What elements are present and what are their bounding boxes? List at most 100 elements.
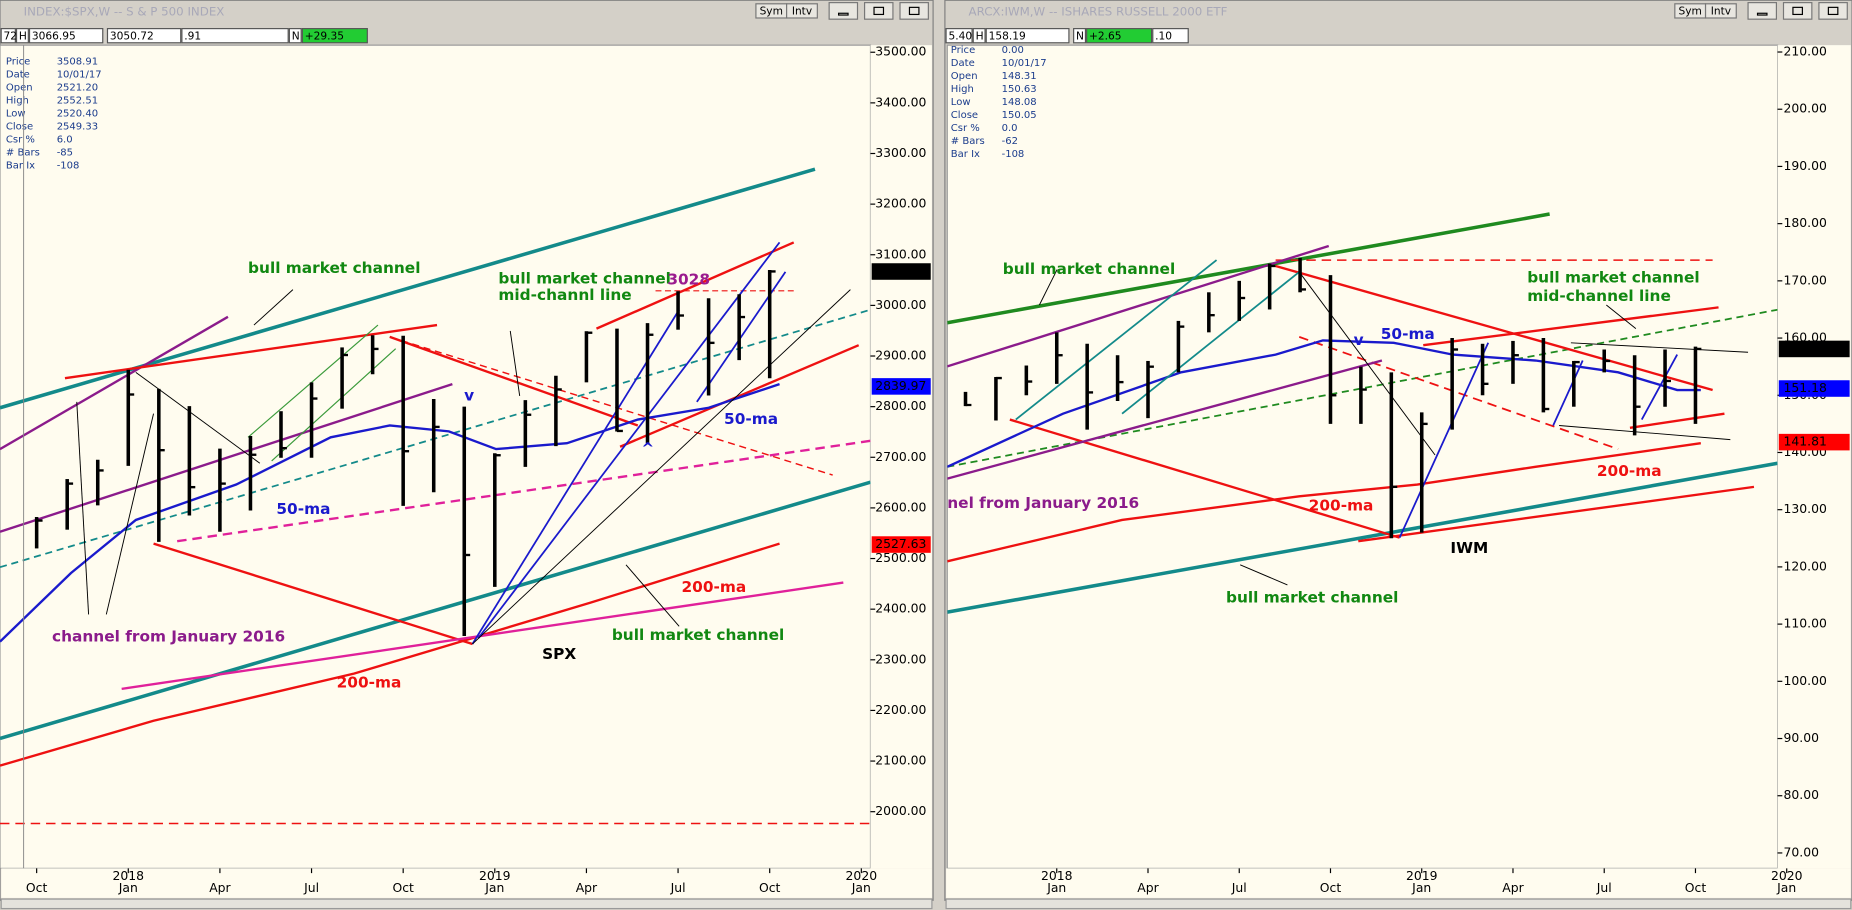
window-control-glyph: [1756, 12, 1768, 16]
trend-line: [471, 309, 680, 645]
toolbar-field: [1152, 28, 1189, 44]
trend-line: [153, 542, 473, 646]
toolbar-field: [972, 28, 986, 44]
info-value: -62: [1002, 136, 1018, 147]
info-label: Close: [951, 110, 978, 121]
toolbar-field: [15, 28, 29, 44]
x-tick-label: Jul: [1231, 880, 1247, 895]
window-control-glyph: [873, 6, 885, 16]
x-tick-label: Apr: [1137, 880, 1159, 895]
info-label: Price: [6, 57, 30, 68]
x-tick-label: Apr: [209, 880, 231, 895]
price-marker-label: 151.18: [1783, 380, 1826, 395]
info-value: 6.0: [57, 135, 73, 146]
year-label: 2019: [1406, 868, 1438, 883]
trend-line: [1358, 485, 1755, 543]
window-control[interactable]: [1782, 2, 1813, 20]
info-value: 3508.91: [57, 57, 98, 68]
annotation: bull market channel: [1003, 260, 1175, 278]
window-control[interactable]: [863, 2, 894, 20]
y-tick-label: 180.00: [1783, 215, 1826, 230]
trend-line: [135, 371, 261, 464]
trend-line: [1552, 360, 1584, 426]
trend-line: [1038, 269, 1058, 306]
toolbar-button[interactable]: [786, 3, 818, 19]
toolbar-field: [28, 28, 104, 44]
window-control[interactable]: [828, 2, 859, 20]
toolbar-field-text: N: [1076, 29, 1084, 42]
window-control[interactable]: [1818, 2, 1848, 20]
info-label: Date: [6, 70, 30, 81]
toolbar-button-label: Sym: [1678, 4, 1701, 17]
y-tick-label: 2300.00: [875, 651, 926, 666]
window-control[interactable]: [1747, 2, 1777, 20]
y-tick-label: 2400.00: [875, 601, 926, 616]
chart-window: ARCX:IWM,W -- ISHARES RUSSELL 2000 ETF Sy…: [944, 0, 1852, 910]
trend-line: [947, 244, 1330, 368]
trend-line: [0, 315, 229, 451]
info-label: High: [951, 84, 974, 95]
trend-line: [253, 289, 294, 326]
trend-line: [176, 439, 871, 543]
trend-line: [1298, 271, 1436, 456]
info-label: # Bars: [951, 136, 985, 147]
x-tick-label: Jul: [670, 880, 686, 895]
scrollbar[interactable]: [945, 898, 1852, 910]
info-value: -85: [57, 148, 73, 159]
trend-line: [0, 480, 871, 741]
x-tick-label: Oct: [1685, 880, 1707, 895]
info-value: 10/01/17: [1002, 58, 1047, 69]
price-marker: [1778, 340, 1850, 358]
toolbar-field-text: 158.19: [989, 29, 1026, 42]
trend-line: [947, 339, 1701, 468]
year-label: 2019: [479, 868, 511, 883]
info-label: Close: [6, 122, 33, 133]
window-control-glyph: [1792, 6, 1803, 16]
y-tick-label: 2000.00: [875, 803, 926, 818]
x-tick-label: Jan: [1411, 880, 1431, 895]
annotation: 200-ma: [337, 673, 402, 691]
x-tick-label: Oct: [759, 880, 781, 895]
trend-line: [1570, 342, 1749, 353]
info-value: 2552.51: [57, 96, 98, 107]
info-value: 150.63: [1002, 84, 1037, 95]
y-tick-label: 3500.00: [875, 44, 926, 59]
toolbar-field-text: +29.35: [305, 29, 344, 42]
x-tick-label: Jan: [1046, 880, 1066, 895]
toolbar-button[interactable]: [1704, 3, 1737, 19]
trend-line: [472, 289, 851, 645]
y-tick-label: 210.00: [1783, 44, 1826, 59]
annotation: bull market channel: [498, 270, 670, 288]
info-value: 148.31: [1002, 71, 1037, 82]
info-value: 2549.33: [57, 122, 98, 133]
annotation: IWM: [1450, 539, 1488, 557]
window-control[interactable]: [899, 2, 929, 20]
price-marker: [1778, 380, 1850, 397]
x-tick-label: Apr: [1502, 880, 1524, 895]
toolbar-field-text: 3050.72: [110, 29, 154, 42]
annotation: bull market channel: [1226, 588, 1398, 606]
info-label: Low: [951, 97, 971, 108]
scrollbar[interactable]: [0, 898, 933, 910]
trend-line: [1606, 304, 1637, 329]
trend-line: [1398, 342, 1490, 539]
annotation: 200-ma: [1597, 462, 1662, 480]
toolbar-field: [181, 28, 289, 44]
trend-line: [1009, 418, 1400, 539]
toolbar-field-text: 3066.95: [32, 29, 76, 42]
y-tick-label: 70.00: [1783, 844, 1819, 859]
toolbar-field: [945, 28, 973, 44]
y-tick-label: 110.00: [1783, 616, 1826, 631]
y-tick-label: 2200.00: [875, 702, 926, 717]
toolbar-button-label: Sym: [760, 4, 783, 17]
y-tick-label: 170.00: [1783, 272, 1826, 287]
trend-line: [271, 348, 397, 462]
trend-line: [947, 461, 1778, 614]
trend-line: [76, 401, 90, 615]
x-tick-label: Jan: [118, 880, 138, 895]
chart-window: INDEX:$SPX,W -- S & P 500 INDEX Sym Intv 72…: [0, 0, 934, 910]
toolbar-field-text: +2.65: [1089, 29, 1122, 42]
chart-axes: 70.00 80.00 90.00 100.00 110.00 120.00 130.00 1…: [1041, 44, 1850, 895]
y-tick-label: 2600.00: [875, 499, 926, 514]
